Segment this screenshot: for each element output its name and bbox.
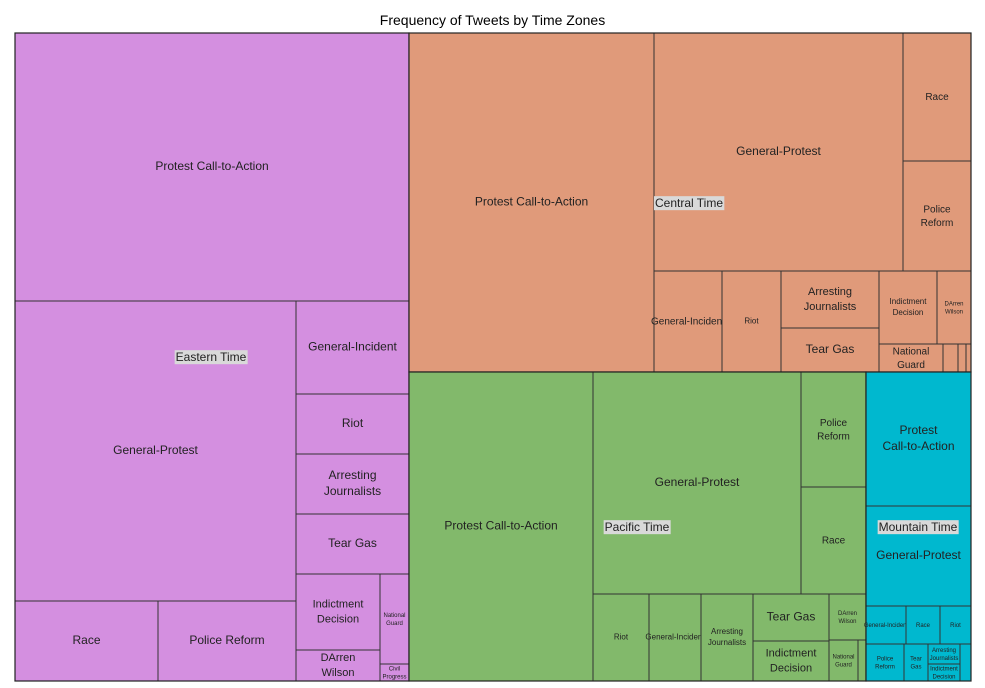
tile-pacific-time-national-guard[interactable] [828, 639, 859, 682]
tile-mountain-time-unlabeled-9[interactable] [959, 643, 972, 682]
tile-pacific-time-darren-wilson[interactable] [828, 593, 867, 641]
tile-label-central-time-national-guard: National Guard [893, 346, 930, 371]
tile-label-central-time-tear-gas: Tear Gas [806, 342, 855, 356]
tile-central-time-general-protest[interactable] [653, 32, 904, 272]
tile-label-mountain-time-arresting-journalists: Arresting Journalists [930, 648, 959, 662]
tile-pacific-time-tear-gas[interactable] [752, 593, 830, 642]
tile-label-mountain-time-police-reform: Police Reform [875, 656, 895, 670]
tile-label-pacific-time-police-reform: Police Reform [817, 417, 850, 442]
tile-label-mountain-time-general-incident: General-Incident [864, 623, 909, 629]
tile-label-central-time-police-reform: Police Reform [921, 204, 954, 229]
tile-label-eastern-time-darren-wilson: DArren Wilson [321, 652, 356, 679]
tile-pacific-time-indictment-decision[interactable] [752, 640, 830, 682]
tile-label-mountain-time-tear-gas: Tear Gas [910, 656, 922, 670]
tile-eastern-time-darren-wilson[interactable] [295, 649, 381, 682]
tile-pacific-time-police-reform[interactable] [800, 371, 867, 488]
tile-mountain-time-general-incident[interactable] [865, 605, 907, 645]
tile-label-pacific-time-tear-gas: Tear Gas [767, 610, 816, 624]
tile-label-eastern-time-tear-gas: Tear Gas [328, 536, 377, 550]
tile-label-pacific-time-protest-call-to-action: Protest Call-to-Action [444, 519, 557, 533]
group-pacific-time: Protest Call-to-Action General-Protest Pol… [408, 371, 867, 682]
tile-label-pacific-time-darren-wilson: DArren Wilson [838, 611, 857, 625]
tile-label-eastern-time-riot: Riot [342, 416, 364, 430]
tile-label-central-time-general-incident: General-Incident [651, 316, 725, 327]
tile-label-mountain-time-riot: Riot [950, 623, 961, 629]
tile-eastern-time-race[interactable] [14, 600, 159, 682]
tile-pacific-time-general-protest[interactable] [592, 371, 802, 595]
tile-pacific-time-unlabeled-11[interactable] [857, 639, 867, 682]
tile-central-time-national-guard[interactable] [878, 343, 944, 373]
tile-eastern-time-national-guard[interactable] [379, 573, 410, 665]
group-label-mountain-time: Mountain Time [879, 520, 958, 534]
tile-pacific-time-riot[interactable] [592, 593, 650, 682]
tile-label-central-time-arresting-journalists: Arresting Journalists [804, 286, 857, 313]
tile-label-pacific-time-general-incident: General-Incident [645, 633, 705, 642]
tile-label-eastern-time-arresting-journalists: Arresting Journalists [324, 468, 381, 498]
tile-label-central-time-riot: Riot [744, 317, 759, 326]
tile-label-eastern-time-general-incident: General-Incident [308, 340, 397, 354]
tile-label-pacific-time-general-protest: General-Protest [655, 475, 740, 489]
tile-central-time-darren-wilson[interactable] [936, 270, 972, 345]
tile-mountain-time-police-reform[interactable] [865, 643, 905, 682]
tile-pacific-time-protest-call-to-action[interactable] [408, 371, 594, 682]
tile-central-time-riot[interactable] [721, 270, 782, 373]
tile-central-time-tear-gas[interactable] [780, 327, 880, 373]
tile-label-pacific-time-race: Race [822, 535, 846, 546]
tile-label-eastern-time-general-protest: General-Protest [113, 443, 198, 457]
tile-central-time-unlabeled-12[interactable] [957, 343, 967, 373]
group-label-bg-mountain-time [877, 520, 959, 535]
tile-label-central-time-protest-call-to-action: Protest Call-to-Action [475, 195, 588, 209]
group-label-pacific-time: Pacific Time [605, 520, 670, 534]
tile-label-central-time-race: Race [925, 92, 949, 103]
group-central-time: Protest Call-to-Action General-Protest Rac… [408, 32, 972, 373]
chart-title: Frequency of Tweets by Time Zones [379, 12, 606, 28]
tile-eastern-time-general-protest[interactable] [14, 300, 297, 602]
tile-central-time-police-reform[interactable] [902, 160, 972, 272]
group-label-bg-central-time [653, 196, 725, 211]
tile-label-eastern-time-civil-progress: Civil Progress [382, 666, 406, 680]
tile-label-eastern-time-indictment-decision: Indictment Decision [313, 598, 364, 625]
tile-central-time-indictment-decision[interactable] [878, 270, 938, 345]
tile-label-pacific-time-riot: Riot [614, 633, 629, 642]
tile-eastern-time-indictment-decision[interactable] [295, 573, 381, 651]
group-label-eastern-time: Eastern Time [176, 350, 247, 364]
tile-central-time-unlabeled-11[interactable] [942, 343, 959, 373]
tile-label-central-time-indictment-decision: Indictment Decision [890, 297, 928, 317]
group-label-central-time: Central Time [655, 196, 723, 210]
tile-label-eastern-time-race: Race [72, 633, 100, 647]
group-mountain-time: Protest Call-to-Action General-Protest Gene… [864, 371, 972, 682]
tile-label-eastern-time-police-reform: Police Reform [189, 633, 264, 647]
tile-mountain-time-tear-gas[interactable] [903, 643, 929, 682]
tile-central-time-general-incident[interactable] [653, 270, 723, 373]
tile-central-time-unlabeled-13[interactable] [965, 343, 972, 373]
tile-label-mountain-time-protest-call-to-action: Protest Call-to-Action [882, 423, 954, 453]
tile-label-eastern-time-protest-call-to-action: Protest Call-to-Action [155, 159, 268, 173]
tile-label-central-time-darren-wilson: DArren Wilson [944, 301, 963, 315]
group-border-mountain-time [865, 371, 972, 682]
group-label-bg-eastern-time [174, 350, 248, 365]
group-eastern-time: Protest Call-to-Action General-Protest Gen… [14, 32, 410, 682]
tile-eastern-time-arresting-journalists[interactable] [295, 453, 410, 515]
tile-label-mountain-time-race: Race [916, 623, 931, 629]
tile-label-pacific-time-arresting-journalists: Arresting Journalists [708, 627, 746, 647]
tile-label-mountain-time-general-protest: General-Protest [876, 548, 961, 562]
tile-label-pacific-time-indictment-decision: Indictment Decision [766, 647, 817, 674]
group-label-bg-pacific-time [603, 520, 671, 535]
tile-label-mountain-time-indictment-decision: Indictment Decision [930, 666, 958, 680]
tile-central-time-arresting-journalists[interactable] [780, 270, 880, 329]
tile-central-time-protest-call-to-action[interactable] [408, 32, 655, 373]
tile-label-central-time-general-protest: General-Protest [736, 144, 821, 158]
tile-eastern-time-tear-gas[interactable] [295, 513, 410, 575]
tile-pacific-time-race[interactable] [800, 486, 867, 595]
tile-label-eastern-time-national-guard: National Guard [383, 613, 405, 627]
tile-label-pacific-time-national-guard: National Guard [832, 654, 854, 668]
